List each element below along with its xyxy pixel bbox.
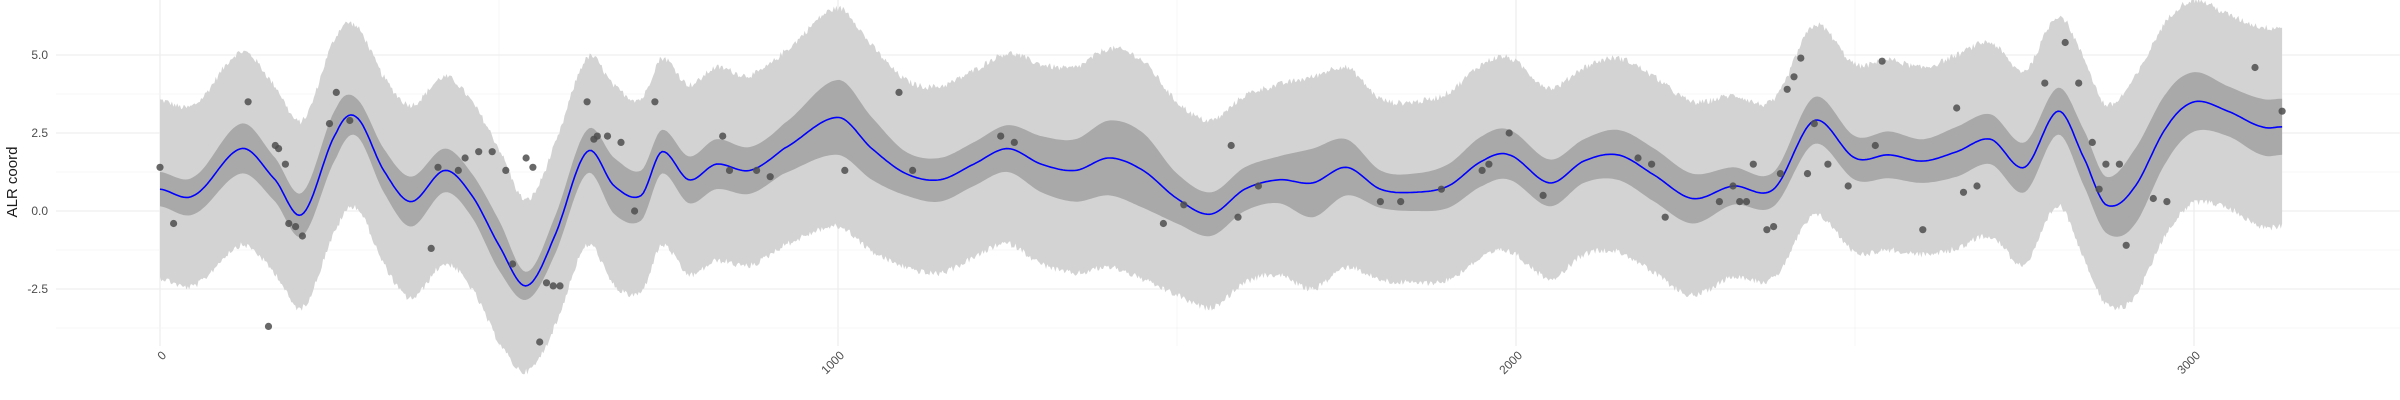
data-point bbox=[1776, 170, 1784, 178]
data-point bbox=[1959, 188, 1968, 196]
data-point bbox=[1397, 198, 1405, 206]
data-point bbox=[895, 88, 903, 96]
data-point bbox=[244, 98, 252, 106]
data-point bbox=[264, 322, 273, 330]
data-point bbox=[461, 154, 469, 162]
y-tick-label: -2.5 bbox=[27, 282, 48, 296]
data-point bbox=[719, 132, 727, 140]
data-point bbox=[1770, 223, 1778, 231]
data-point bbox=[603, 132, 612, 140]
data-point bbox=[1783, 85, 1791, 93]
data-point bbox=[292, 223, 300, 231]
data-point bbox=[651, 98, 659, 106]
outer-confidence-band bbox=[160, 0, 2283, 375]
data-point bbox=[1729, 182, 1737, 190]
data-point bbox=[508, 260, 517, 268]
data-point bbox=[766, 173, 774, 181]
data-point bbox=[1844, 182, 1852, 190]
y-tick-label: 0.0 bbox=[31, 204, 48, 218]
data-point bbox=[542, 279, 551, 287]
data-point bbox=[1810, 120, 1818, 128]
data-point bbox=[841, 166, 849, 174]
data-point bbox=[1797, 54, 1805, 62]
data-point bbox=[2061, 38, 2069, 47]
data-point bbox=[475, 148, 483, 156]
data-point bbox=[1742, 198, 1751, 206]
data-points bbox=[156, 38, 2286, 346]
data-point bbox=[1010, 138, 1018, 146]
data-point bbox=[529, 163, 537, 171]
data-point bbox=[2088, 138, 2096, 146]
data-point bbox=[1376, 198, 1384, 206]
data-point bbox=[332, 88, 340, 96]
data-point bbox=[909, 166, 917, 174]
data-point bbox=[1539, 191, 1547, 199]
data-point bbox=[454, 166, 462, 174]
data-point bbox=[427, 244, 435, 252]
data-point bbox=[298, 232, 306, 240]
data-point bbox=[2278, 107, 2286, 115]
data-point bbox=[156, 163, 164, 171]
data-point bbox=[753, 166, 761, 174]
data-point bbox=[2041, 79, 2049, 87]
data-point bbox=[1749, 160, 1757, 168]
data-point bbox=[346, 116, 354, 125]
data-point bbox=[2163, 198, 2171, 206]
data-point bbox=[1180, 201, 1188, 209]
data-point bbox=[1919, 226, 1927, 234]
data-point bbox=[1871, 141, 1879, 150]
data-point bbox=[536, 338, 544, 346]
data-point bbox=[1736, 198, 1744, 206]
data-point bbox=[2251, 63, 2259, 72]
data-point bbox=[281, 160, 289, 168]
data-point bbox=[2115, 160, 2123, 168]
y-axis-title: ALR coord bbox=[4, 147, 21, 218]
data-point bbox=[275, 145, 283, 153]
data-point bbox=[170, 219, 178, 228]
data-point bbox=[997, 132, 1005, 140]
data-point bbox=[1824, 160, 1832, 168]
y-tick-labels: -2.5 0.0 2.5 5.0 bbox=[27, 48, 48, 296]
data-point bbox=[556, 282, 564, 290]
data-point bbox=[583, 98, 591, 106]
data-point bbox=[325, 120, 334, 128]
data-point bbox=[1485, 160, 1493, 168]
data-point bbox=[2122, 241, 2130, 249]
data-point bbox=[1234, 213, 1242, 221]
data-point bbox=[1505, 129, 1513, 137]
data-point bbox=[1953, 104, 1961, 112]
data-point bbox=[1254, 182, 1262, 190]
data-point bbox=[1648, 160, 1656, 168]
data-point bbox=[1437, 185, 1445, 193]
data-point bbox=[2075, 79, 2083, 87]
data-point bbox=[502, 166, 510, 174]
data-point bbox=[1634, 154, 1642, 162]
data-point bbox=[1790, 73, 1798, 81]
data-point bbox=[1227, 141, 1235, 150]
data-point bbox=[2102, 160, 2110, 168]
data-point bbox=[488, 148, 496, 156]
data-point bbox=[2095, 185, 2103, 193]
data-point bbox=[1661, 213, 1669, 221]
data-point bbox=[1159, 219, 1167, 228]
data-point bbox=[2149, 194, 2157, 203]
data-point bbox=[617, 138, 625, 146]
data-point bbox=[631, 207, 639, 215]
y-tick-label: 2.5 bbox=[31, 126, 48, 140]
data-point bbox=[1803, 170, 1812, 178]
data-point bbox=[725, 166, 734, 174]
data-point bbox=[1878, 57, 1886, 65]
mean-line bbox=[159, 100, 2283, 287]
data-point bbox=[285, 219, 293, 228]
data-point bbox=[1478, 166, 1486, 174]
data-point bbox=[1763, 226, 1771, 234]
data-point bbox=[522, 154, 530, 162]
data-point bbox=[549, 282, 557, 290]
data-point bbox=[1973, 182, 1981, 190]
y-tick-label: 5.0 bbox=[31, 48, 48, 62]
data-point bbox=[434, 163, 442, 171]
data-point bbox=[1715, 198, 1723, 206]
data-point bbox=[593, 132, 601, 140]
